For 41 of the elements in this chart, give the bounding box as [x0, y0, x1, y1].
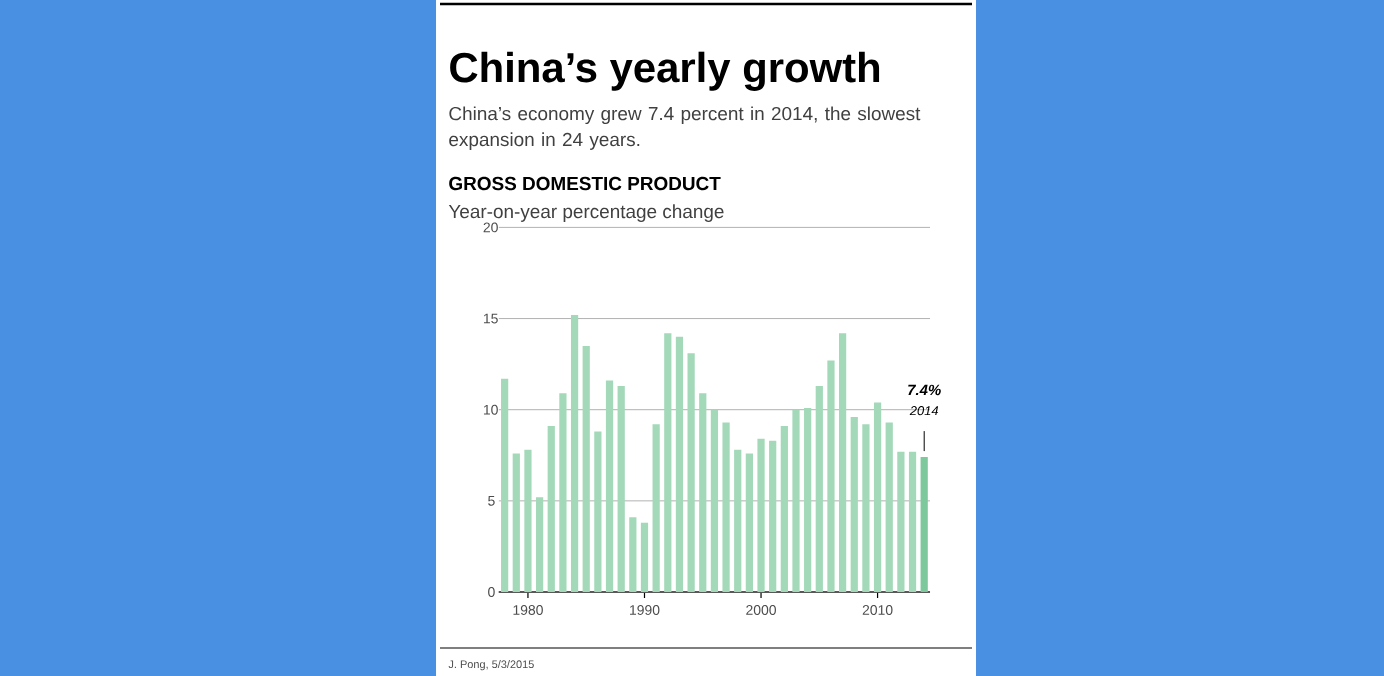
chart-title: China’s yearly growth [450, 51, 880, 91]
bar [804, 407, 812, 592]
bar [873, 402, 882, 592]
bar [594, 431, 602, 592]
bar [699, 393, 707, 592]
bar [652, 424, 660, 592]
bar [535, 497, 544, 592]
bar [897, 451, 905, 592]
bar [885, 422, 893, 592]
bar [792, 409, 800, 592]
bar [769, 440, 777, 592]
bar [664, 333, 672, 592]
bar [920, 457, 928, 592]
bar [570, 314, 579, 592]
bar [501, 378, 509, 592]
bar [640, 522, 649, 592]
bar [524, 449, 532, 592]
bar [850, 416, 858, 592]
bar [675, 336, 684, 592]
bar [908, 451, 917, 592]
bar [838, 333, 847, 592]
bar [617, 386, 625, 592]
bar [605, 380, 614, 592]
bar [512, 453, 520, 592]
bar [710, 409, 719, 592]
bar [745, 453, 753, 592]
bar [547, 426, 555, 592]
bar [559, 393, 567, 592]
bar [734, 449, 742, 592]
bar [722, 422, 730, 592]
y-axis-title: Year-on-year percentage change [448, 204, 724, 222]
bar [582, 345, 590, 592]
bar [827, 360, 835, 592]
bar [757, 438, 765, 592]
bar [629, 517, 637, 592]
text: GROSS DOMESTIC PRODUCT [449, 176, 721, 191]
bar [862, 424, 870, 592]
bar [780, 426, 788, 592]
chart-subtitle: China’s economy grew 7.4 percent in 2014, the slowest expansion in 24 years. [449, 106, 921, 150]
bar [815, 386, 823, 592]
bar [687, 353, 695, 592]
